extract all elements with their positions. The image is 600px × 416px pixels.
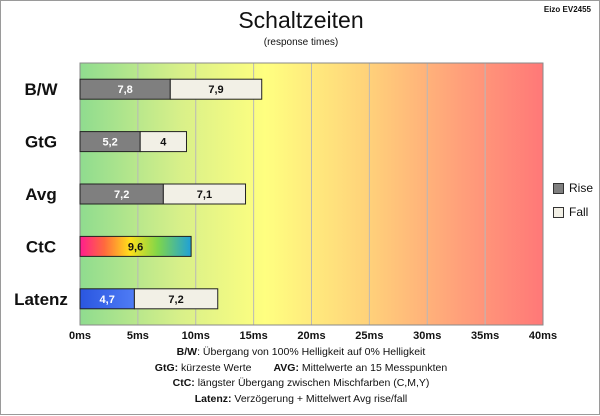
data-label-fall-b-w: 7,9 — [208, 84, 223, 96]
data-label-rise-gtg: 5,2 — [102, 137, 117, 149]
x-tick-label-35: 35ms — [471, 330, 499, 342]
bar-fall-avg — [162, 183, 247, 205]
note-avg-key: AVG: — [273, 361, 299, 374]
data-label-rise-b-w: 7,8 — [117, 84, 132, 96]
category-label-ctc: CtC — [26, 237, 56, 256]
category-label-gtg: GtG — [25, 133, 57, 152]
note-latenz-text: Verzögerung + Mittelwert Avg rise/fall — [231, 392, 408, 405]
note-avg-text: Mittelwerte an 15 Messpunkten — [298, 361, 448, 374]
x-tick-label-0: 0ms — [69, 330, 91, 342]
x-tick-label-5: 5ms — [127, 330, 149, 342]
data-label-rise-latenz: 4,7 — [100, 294, 115, 306]
data-label-fall-latenz: 7,2 — [168, 294, 183, 306]
note-ctc: CtC: längster Übergang zwischen Mischfar… — [1, 376, 600, 392]
x-tick-label-30: 30ms — [413, 330, 441, 342]
legend-label-fall: Fall — [569, 205, 589, 219]
bar-rise-ctc — [79, 235, 192, 257]
x-tick-label-15: 15ms — [240, 330, 268, 342]
bar-fall-latenz — [133, 288, 219, 310]
chart-subtitle: (response times) — [263, 37, 339, 48]
data-label-rise-ctc: 9,6 — [128, 241, 143, 253]
legend-item-rise: Rise — [553, 181, 593, 195]
data-label-fall-gtg: 4 — [160, 137, 167, 149]
note-latenz: Latenz: Verzögerung + Mittelwert Avg ris… — [1, 392, 600, 408]
category-label-avg: Avg — [25, 185, 57, 204]
legend: Rise Fall — [553, 181, 593, 229]
legend-item-fall: Fall — [553, 205, 593, 219]
category-label-b-w: B/W — [24, 80, 58, 99]
note-gtg-text: kürzeste Werte — [178, 361, 252, 374]
x-tick-label-10: 10ms — [182, 330, 210, 342]
bar-fall-gtg — [139, 131, 187, 153]
note-ctc-text: längster Übergang zwischen Mischfarben (… — [194, 377, 430, 389]
legend-swatch-fall — [553, 206, 564, 218]
bar-fall-b-w — [169, 78, 263, 100]
category-label-latenz: Latenz — [14, 290, 68, 309]
note-bw-text: : Übergang von 100% Helligkeit auf 0% He… — [197, 346, 426, 358]
x-tick-label-25: 25ms — [355, 330, 383, 342]
x-tick-label-40: 40ms — [529, 330, 557, 342]
note-gtg-avg: GtG: kürzeste Werte AVG: Mittelwerte an 1… — [1, 361, 600, 377]
chart-title: Schaltzeiten — [238, 7, 364, 33]
note-ctc-key: CtC: — [172, 377, 195, 389]
note-bw-key: B/W — [176, 346, 198, 358]
legend-label-rise: Rise — [569, 181, 594, 195]
note-latenz-key: Latenz: — [194, 392, 232, 405]
note-bw: B/W: Übergang von 100% Helligkeit auf 0%… — [1, 345, 600, 361]
device-label: Eizo EV2455 — [543, 5, 591, 14]
legend-swatch-rise — [553, 182, 564, 194]
x-tick-label-20: 20ms — [297, 330, 325, 342]
note-gtg-key: GtG: — [154, 361, 179, 374]
data-label-rise-avg: 7,2 — [114, 189, 129, 201]
notes: B/W: Übergang von 100% Helligkeit auf 0%… — [1, 345, 600, 407]
data-label-fall-avg: 7,1 — [197, 189, 212, 201]
